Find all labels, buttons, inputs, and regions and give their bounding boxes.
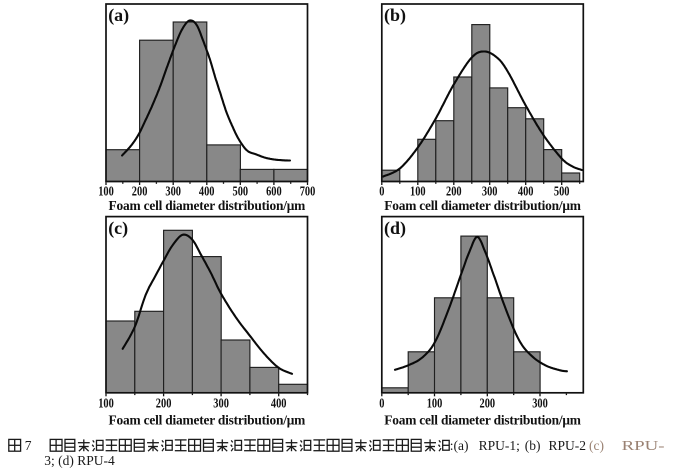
svg-text:200: 200 xyxy=(132,184,148,199)
svg-text:3; (d) RPU-4: 3; (d) RPU-4 xyxy=(44,453,115,468)
svg-text:Foam cell diameter distributio: Foam cell diameter distribution/μm xyxy=(384,413,581,428)
svg-text:(d): (d) xyxy=(384,218,406,239)
svg-text:100: 100 xyxy=(98,184,114,199)
svg-text:400: 400 xyxy=(199,184,215,199)
svg-text:300: 300 xyxy=(532,396,548,411)
svg-text:0: 0 xyxy=(379,184,384,199)
svg-text:500: 500 xyxy=(554,184,570,199)
svg-text:7: 7 xyxy=(25,438,32,453)
svg-text:200: 200 xyxy=(480,396,496,411)
svg-text:400: 400 xyxy=(271,396,287,411)
svg-text:(c): (c) xyxy=(589,438,604,453)
svg-text:600: 600 xyxy=(266,184,282,199)
svg-text:Foam cell diameter distributio: Foam cell diameter distribution/μm xyxy=(109,198,306,213)
svg-text:(a): (a) xyxy=(108,5,129,26)
svg-text:Foam cell diameter distributio: Foam cell diameter distribution/μm xyxy=(109,413,306,428)
svg-text:400: 400 xyxy=(518,184,534,199)
svg-text:100: 100 xyxy=(98,396,114,411)
svg-text:500: 500 xyxy=(233,184,249,199)
svg-text:300: 300 xyxy=(482,184,498,199)
svg-text:100: 100 xyxy=(427,396,443,411)
svg-text:300: 300 xyxy=(213,396,229,411)
svg-text:300: 300 xyxy=(165,184,181,199)
svg-text:(b): (b) xyxy=(384,5,406,26)
svg-text:200: 200 xyxy=(446,184,462,199)
svg-text:(c): (c) xyxy=(108,218,128,239)
svg-text::(a): :(a) xyxy=(450,438,469,453)
svg-text:0: 0 xyxy=(379,396,384,411)
svg-text:RPU-2: RPU-2 xyxy=(549,438,587,453)
svg-text:700: 700 xyxy=(300,184,316,199)
svg-text:(b): (b) xyxy=(525,438,541,453)
svg-text:200: 200 xyxy=(156,396,172,411)
svg-text:RPU-: RPU- xyxy=(622,438,666,453)
svg-text:Foam cell diameter distributio: Foam cell diameter distribution/μm xyxy=(384,198,581,213)
svg-text:RPU-1;: RPU-1; xyxy=(479,438,520,453)
svg-text:100: 100 xyxy=(410,184,426,199)
